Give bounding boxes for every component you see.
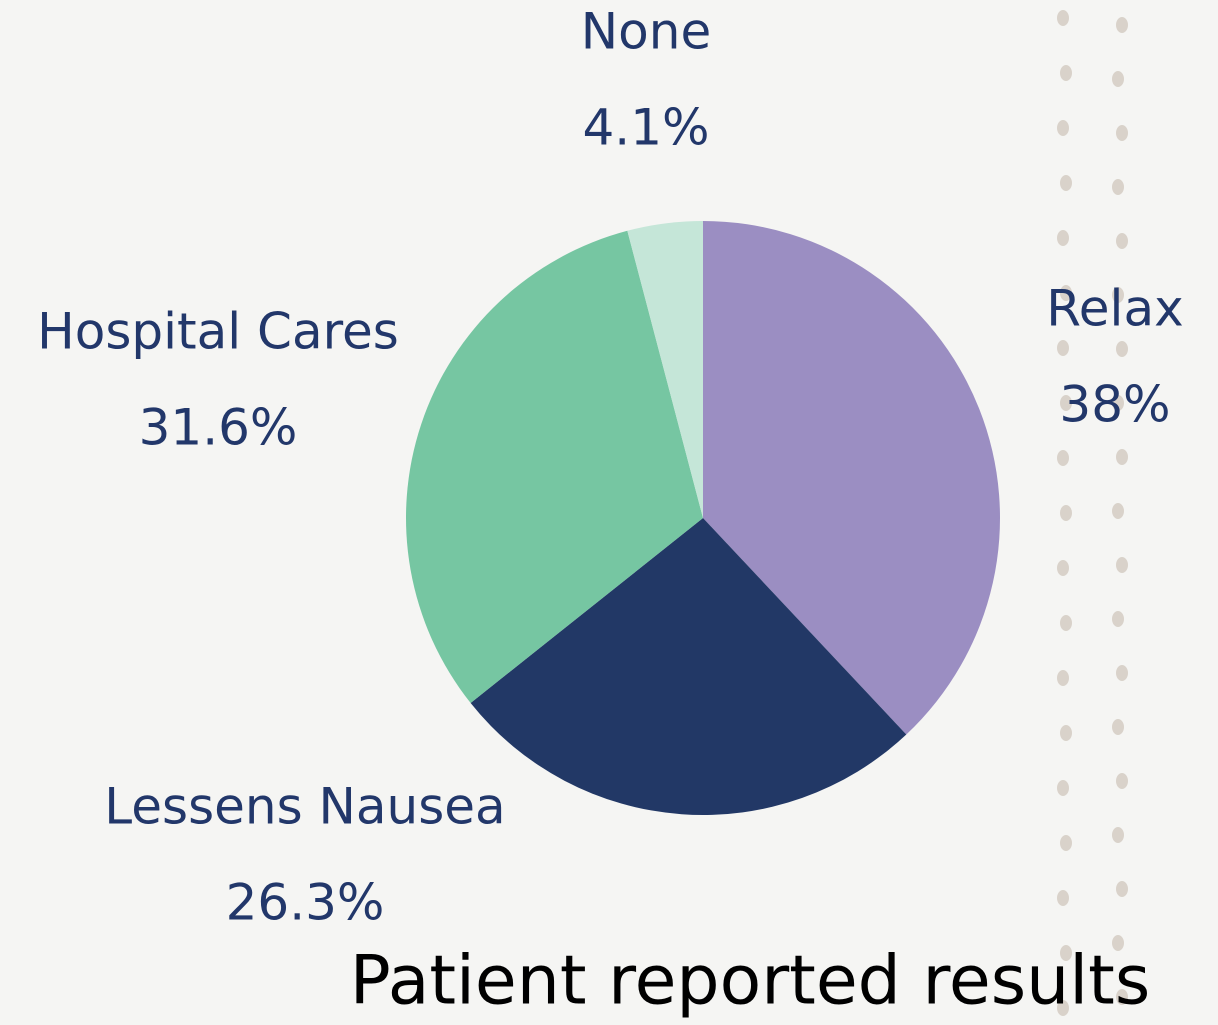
dot bbox=[1112, 719, 1124, 735]
slice-label: Hospital Cares bbox=[37, 303, 399, 361]
chart-title: Patient reported results bbox=[350, 942, 1151, 1021]
dot bbox=[1060, 175, 1072, 191]
dot bbox=[1060, 65, 1072, 81]
page: {"chart_data": {"type": "pie", "title": … bbox=[0, 0, 1218, 1025]
dot bbox=[1112, 179, 1124, 195]
dot bbox=[1112, 71, 1124, 87]
dot bbox=[1116, 233, 1128, 249]
dot bbox=[1112, 827, 1124, 843]
value-label: 26.3% bbox=[226, 874, 385, 932]
dot bbox=[1060, 725, 1072, 741]
dot bbox=[1057, 340, 1069, 356]
dot bbox=[1057, 450, 1069, 466]
value-label: 4.1% bbox=[582, 99, 709, 157]
value-label: 31.6% bbox=[139, 399, 298, 457]
dot bbox=[1057, 120, 1069, 136]
pie bbox=[406, 221, 1000, 815]
dot bbox=[1112, 503, 1124, 519]
dot bbox=[1116, 881, 1128, 897]
slice-label: Relax bbox=[1046, 280, 1183, 338]
slice-label: None bbox=[581, 3, 711, 61]
value-label: 38% bbox=[1059, 376, 1170, 434]
dot bbox=[1057, 890, 1069, 906]
chart: Patient reported results Relax 38% Lessens… bbox=[0, 0, 1218, 1025]
slice-label: Lessens Nausea bbox=[104, 778, 505, 836]
dot bbox=[1057, 780, 1069, 796]
dot bbox=[1057, 560, 1069, 576]
dot bbox=[1057, 10, 1069, 26]
dot bbox=[1057, 670, 1069, 686]
dot bbox=[1116, 341, 1128, 357]
dot bbox=[1116, 449, 1128, 465]
dot bbox=[1112, 611, 1124, 627]
dot bbox=[1116, 125, 1128, 141]
dot bbox=[1060, 615, 1072, 631]
dot bbox=[1116, 665, 1128, 681]
dot bbox=[1116, 773, 1128, 789]
dot bbox=[1060, 505, 1072, 521]
dot bbox=[1060, 835, 1072, 851]
dot bbox=[1116, 17, 1128, 33]
dot bbox=[1116, 557, 1128, 573]
dot bbox=[1057, 230, 1069, 246]
